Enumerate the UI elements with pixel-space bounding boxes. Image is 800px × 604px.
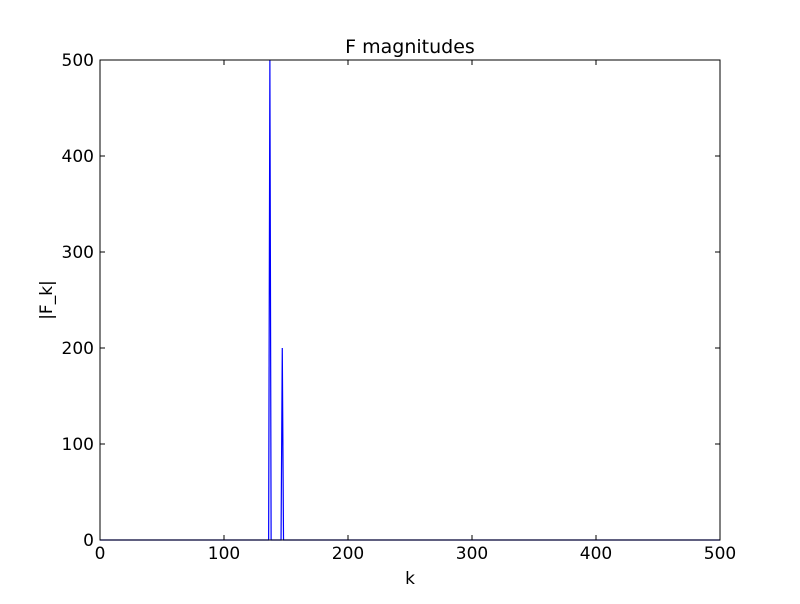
- y-axis-label: |F_k|: [37, 280, 57, 320]
- x-axis-label: k: [405, 569, 415, 589]
- x-tick-label: 0: [95, 544, 106, 564]
- x-tick-label: 500: [704, 544, 736, 564]
- x-tick-label: 200: [332, 544, 364, 564]
- y-tick-label: 100: [62, 435, 94, 455]
- y-tick-label: 0: [83, 531, 94, 551]
- y-tick-label: 400: [62, 147, 94, 167]
- y-tick-label: 500: [62, 51, 94, 71]
- x-tick-label: 300: [456, 544, 488, 564]
- chart-title: F magnitudes: [345, 36, 475, 58]
- x-tick-label: 100: [208, 544, 240, 564]
- x-tick-label: 400: [580, 544, 612, 564]
- y-tick-label: 200: [62, 339, 94, 359]
- y-tick-label: 300: [62, 243, 94, 263]
- plot-frame: [99, 59, 721, 541]
- ticks-layer: 0 100 200 300 400 500 0 100 200 300 400 500: [62, 51, 737, 564]
